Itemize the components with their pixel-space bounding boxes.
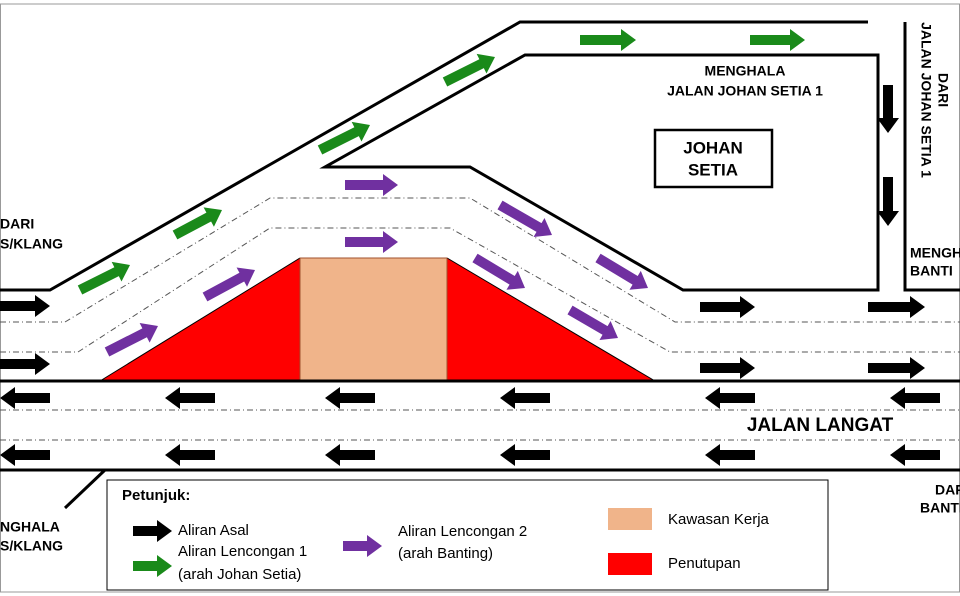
flow-arrow: [580, 29, 636, 51]
flow-arrow: [77, 261, 130, 295]
flow-arrow: [165, 387, 215, 409]
legend-label: (arah Johan Setia): [178, 566, 301, 583]
flow-arrow: [325, 444, 375, 466]
flow-arrow: [345, 231, 398, 253]
flow-arrow: [172, 207, 222, 240]
road-name: JALAN LANGAT: [747, 415, 894, 436]
road-edge: [63, 468, 107, 510]
map-label: BANTI: [910, 263, 953, 279]
map-label: NGHALA: [0, 519, 60, 535]
legend-label: Aliran Lencongan 2: [398, 523, 527, 540]
flow-arrow: [442, 53, 495, 87]
map-label: JALAN JOHAN SETIA 1: [667, 83, 823, 99]
flow-arrow: [877, 177, 899, 226]
flow-arrow: [497, 200, 552, 238]
flow-arrow: [700, 296, 755, 318]
legend-label: Aliran Lencongan 1: [178, 543, 307, 560]
flow-arrow: [700, 357, 755, 379]
flow-arrow: [165, 444, 215, 466]
flow-arrow: [890, 387, 940, 409]
map-label: DARI: [935, 73, 951, 107]
flow-arrow: [500, 387, 550, 409]
map-label: S/KLANG: [0, 538, 63, 554]
legend-box: [106, 479, 829, 591]
flow-arrow: [345, 174, 398, 196]
map-label: JALAN JOHAN SETIA 1: [918, 22, 934, 178]
map-label: DARI: [0, 216, 34, 232]
flow-arrow: [104, 323, 158, 357]
flow-arrow: [133, 555, 172, 577]
map-label: MENGHALA: [705, 63, 786, 79]
flow-arrow: [343, 535, 382, 557]
road-edge: [0, 20, 868, 292]
legend-label: Aliran Asal: [178, 522, 249, 539]
flow-arrow: [500, 444, 550, 466]
site-label: SETIA: [688, 160, 738, 179]
flow-arrow: [317, 121, 370, 155]
flow-arrow: [0, 387, 50, 409]
flow-arrow: [705, 444, 755, 466]
map-label: MENGH: [910, 245, 960, 261]
legend-title: Petunjuk:: [122, 487, 190, 504]
flow-arrow: [133, 520, 172, 542]
flow-arrow: [0, 295, 50, 317]
site-box: [653, 128, 774, 189]
flow-arrow: [868, 357, 925, 379]
legend-label: Penutupan: [668, 555, 741, 572]
legend-label: (arah Banting): [398, 545, 493, 562]
flow-arrow: [0, 353, 50, 375]
legend-label: Kawasan Kerja: [668, 511, 770, 528]
flow-arrow: [202, 267, 255, 302]
map-label: BANTI: [920, 500, 960, 516]
legend-swatch: [608, 508, 652, 530]
flow-arrow: [705, 387, 755, 409]
site-label: JOHAN: [683, 138, 743, 157]
flow-arrow: [325, 387, 375, 409]
work-area: [299, 257, 448, 382]
lane-divider: [0, 197, 960, 323]
road-edge: [903, 22, 960, 292]
flow-arrow: [868, 296, 925, 318]
legend-swatch: [608, 553, 652, 575]
flow-arrow: [0, 444, 50, 466]
flow-arrow: [750, 29, 805, 51]
flow-arrow: [567, 305, 618, 340]
lane-divider: [0, 227, 960, 353]
flow-arrow: [595, 253, 648, 290]
map-label: DAR: [935, 482, 960, 498]
flow-arrow: [877, 85, 899, 133]
flow-arrow: [472, 253, 525, 290]
map-label: S/KLANG: [0, 236, 63, 252]
flow-arrow: [890, 444, 940, 466]
